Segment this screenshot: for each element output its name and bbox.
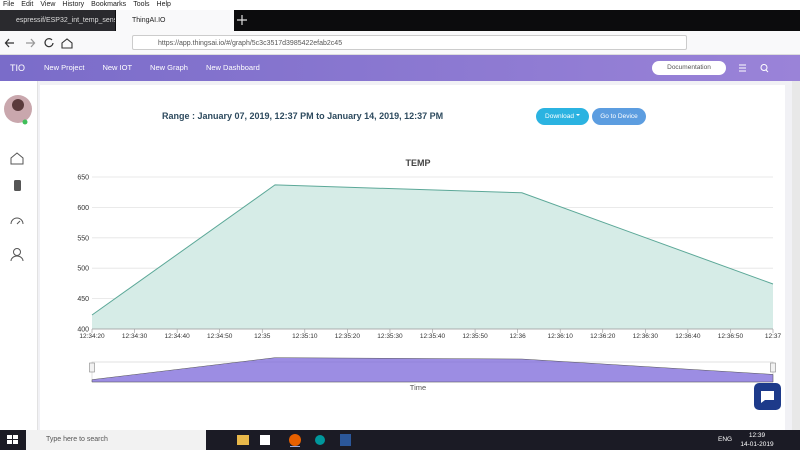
tab-active[interactable]: ThingAI.IO xyxy=(116,10,234,31)
taskbar: Type here to search ENG 12:39 14-01-2019 xyxy=(0,430,800,450)
x-tick-label: 12:35:30 xyxy=(377,333,403,340)
header-icons[interactable] xyxy=(738,63,778,73)
x-tick-label: 12:36:40 xyxy=(675,333,701,340)
x-tick-label: 12:35:40 xyxy=(420,333,446,340)
brand[interactable]: TIO xyxy=(10,63,25,73)
sidebar xyxy=(0,81,38,430)
x-tick-label: 12:36:30 xyxy=(633,333,659,340)
menu-item[interactable]: File xyxy=(3,1,15,8)
y-tick-label: 400 xyxy=(77,327,89,334)
x-tick-label: 12:35:10 xyxy=(292,333,318,340)
area-fill xyxy=(92,184,773,329)
new-tab[interactable] xyxy=(236,14,248,26)
app-nav: New Project New IOT New Graph New Dashboard xyxy=(44,55,260,81)
x-tick-label: 12:34:40 xyxy=(164,333,190,340)
menu-item[interactable]: Help xyxy=(156,1,171,8)
nav-link[interactable]: New Graph xyxy=(150,63,188,72)
start-button[interactable] xyxy=(7,435,19,445)
x-tick-label: 12:37 xyxy=(765,333,782,340)
language: ENG xyxy=(718,436,733,443)
y-tick-label: 650 xyxy=(77,175,89,182)
menu-item[interactable]: Edit xyxy=(21,1,34,8)
x-tick-label: 12:34:30 xyxy=(122,333,148,340)
clock-date: 14-01-2019 xyxy=(740,441,774,448)
nav-bar: https://app.thingsai.io/#/graph/5c3c3517… xyxy=(0,31,800,55)
x-tick-label: 12:36:50 xyxy=(718,333,744,340)
y-tick-label: 450 xyxy=(77,296,89,303)
x-tick-label: 12:36:20 xyxy=(590,333,616,340)
x-axis-label: Time xyxy=(410,383,426,392)
y-tick-label: 550 xyxy=(77,235,89,242)
navigator-area xyxy=(91,357,774,383)
tab[interactable]: espressif/ESP32_int_temp_sens... xyxy=(0,10,115,31)
menu-item[interactable]: History xyxy=(62,1,85,8)
x-tick-label: 12:34:20 xyxy=(79,333,105,340)
y-tick-label: 500 xyxy=(77,266,89,273)
x-tick-label: 12:35 xyxy=(254,333,271,340)
download-button[interactable]: Download xyxy=(536,108,589,125)
navigator-handle[interactable] xyxy=(89,362,95,373)
x-tick-label: 12:35:50 xyxy=(462,333,488,340)
menu-item[interactable]: View xyxy=(40,1,56,8)
x-tick-label: 12:36:10 xyxy=(548,333,574,340)
chart-title: TEMP xyxy=(405,158,430,168)
menu-bar: File Edit View History Bookmarks Tools Help xyxy=(0,0,800,10)
tab-bar: espressif/ESP32_int_temp_sens... ThingAI… xyxy=(0,10,800,31)
chat-icon xyxy=(761,391,774,403)
taskbar-apps[interactable] xyxy=(232,433,362,447)
x-tick-label: 12:34:50 xyxy=(207,333,233,340)
documentation-button[interactable]: Documentation xyxy=(652,61,726,75)
app-header: TIO New Project New IOT New Graph New Dashb… xyxy=(0,55,800,81)
search-box[interactable]: Type here to search xyxy=(26,430,206,450)
nav-link[interactable]: New Project xyxy=(44,63,85,72)
menu-item[interactable]: Bookmarks xyxy=(91,1,127,8)
scrollbar xyxy=(792,81,800,430)
sidebar-icons xyxy=(4,95,32,262)
menu-item[interactable]: Tools xyxy=(133,1,150,8)
device-button[interactable]: Go to Device xyxy=(592,108,646,125)
line xyxy=(91,184,774,316)
nav-icons[interactable] xyxy=(4,36,74,50)
nav-link[interactable]: New Dashboard xyxy=(205,63,260,72)
y-tick-label: 600 xyxy=(77,205,89,212)
nav-link[interactable]: New IOT xyxy=(102,63,133,72)
clock-time: 12:39 xyxy=(748,432,766,439)
range-text: Range : January 07, 2019, 12:37 PM to Ja… xyxy=(162,111,444,121)
navigator-handle[interactable] xyxy=(770,362,776,373)
x-tick-label: 12:35:20 xyxy=(335,333,361,340)
url-bar[interactable]: https://app.thingsai.io/#/graph/5c3c3517… xyxy=(132,35,687,50)
x-tick-label: 12:36 xyxy=(509,333,526,340)
